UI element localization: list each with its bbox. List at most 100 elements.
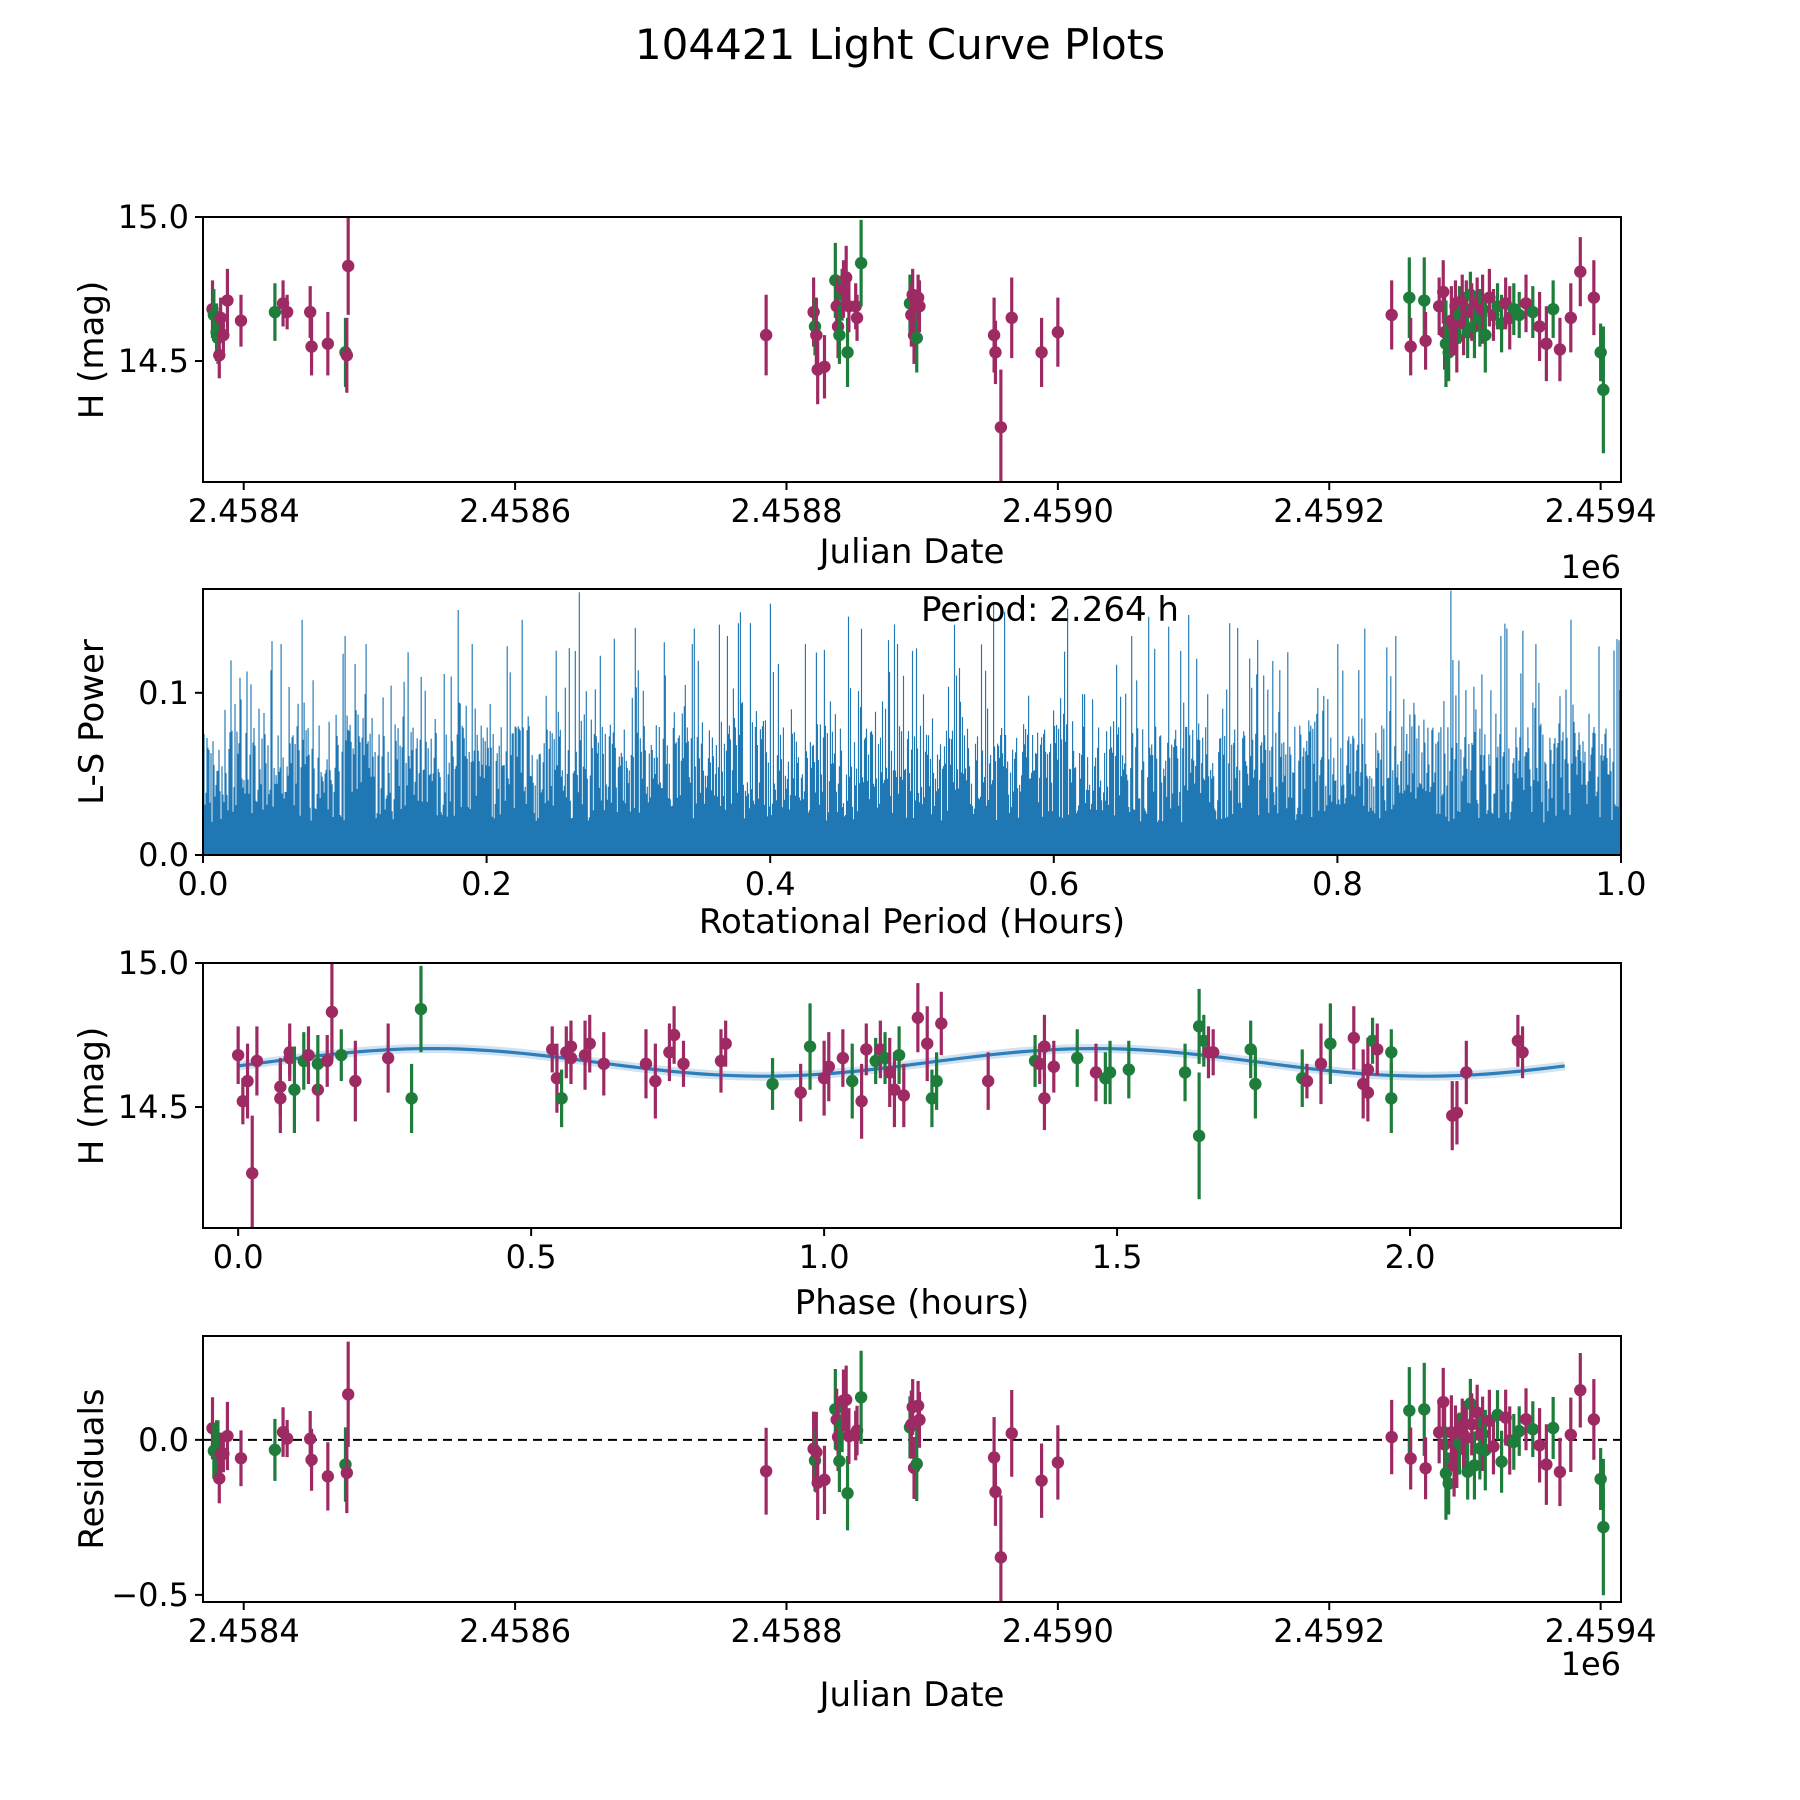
data-point xyxy=(1249,1077,1262,1091)
data-point xyxy=(913,1413,926,1427)
y-tick-label: 0.1 xyxy=(138,674,189,712)
data-point xyxy=(822,1060,835,1073)
x-tick-label: 2.4588 xyxy=(730,1612,842,1650)
data-point xyxy=(1546,302,1560,316)
data-point xyxy=(1385,1046,1398,1059)
x-tick-label: 2.4592 xyxy=(1273,1612,1385,1650)
x-tick-label: 0.6 xyxy=(1028,865,1079,903)
data-point xyxy=(414,1002,428,1016)
data-point xyxy=(1553,1465,1567,1479)
data-point xyxy=(1418,294,1431,307)
data-point xyxy=(1479,328,1492,342)
y-tick-label: 15.0 xyxy=(118,944,189,982)
data-point xyxy=(1526,1422,1539,1436)
data-point xyxy=(803,1040,817,1053)
data-point xyxy=(1594,1472,1607,1486)
data-point xyxy=(274,1080,287,1094)
data-point xyxy=(1051,326,1065,339)
data-point xyxy=(1513,1424,1526,1438)
data-point xyxy=(935,1017,948,1030)
plot-lightcurve_jd: 2.4584 2.4586 2.4588 2.4590 2.4592 2.4594 15.0… xyxy=(118,198,1657,530)
data-point xyxy=(1324,1037,1337,1050)
x-tick-label: 0.5 xyxy=(506,1238,557,1276)
data-point xyxy=(325,1005,339,1019)
data-point xyxy=(855,1095,868,1108)
plot2-ylabel: L-S Power xyxy=(72,639,112,805)
data-point xyxy=(1005,1427,1018,1440)
data-point xyxy=(1371,1043,1384,1056)
y-tick-label: 0.0 xyxy=(138,836,189,874)
data-point xyxy=(305,340,318,353)
axes-spine xyxy=(202,1335,1622,1603)
data-point xyxy=(1437,285,1450,299)
data-point xyxy=(231,1048,245,1062)
data-point xyxy=(910,331,923,345)
data-point xyxy=(766,1077,779,1091)
data-point xyxy=(1450,1106,1464,1119)
data-point xyxy=(1487,1440,1500,1453)
x-tick-label: 2.4586 xyxy=(459,492,571,530)
data-point xyxy=(1460,1066,1473,1079)
y-tick-label: 14.5 xyxy=(118,1088,189,1126)
data-point xyxy=(1418,1403,1431,1416)
data-point xyxy=(1495,1455,1508,1468)
data-point xyxy=(888,1083,901,1096)
data-point xyxy=(1403,1404,1416,1417)
axes-spine xyxy=(202,588,1622,856)
plot-residuals: 2.4584 2.4586 2.4588 2.4590 2.4592 2.4594 0.0 −… xyxy=(111,1335,1657,1650)
x-tick-label: 1.0 xyxy=(799,1238,850,1276)
data-point xyxy=(1597,1520,1610,1534)
data-point xyxy=(321,1054,334,1068)
data-point xyxy=(1300,1074,1314,1088)
data-point xyxy=(311,1057,325,1071)
data-point xyxy=(841,1487,854,1500)
data-point xyxy=(302,1048,315,1062)
data-point xyxy=(268,1443,282,1457)
data-point xyxy=(989,1485,1002,1499)
data-point xyxy=(759,1464,773,1478)
data-point xyxy=(1546,1421,1560,1435)
data-point xyxy=(349,1074,362,1088)
data-point xyxy=(280,305,294,319)
x-tick-label: 2.4586 xyxy=(459,1612,571,1650)
data-point xyxy=(1385,1092,1398,1105)
data-point xyxy=(1419,334,1432,348)
data-point xyxy=(1122,1063,1136,1076)
fit-curve xyxy=(237,1047,1565,1078)
data-point xyxy=(1587,1413,1601,1426)
data-point xyxy=(639,1057,653,1071)
data-point xyxy=(1419,1462,1432,1475)
data-point xyxy=(1035,1474,1048,1487)
data-point xyxy=(303,305,317,319)
data-point xyxy=(234,1452,248,1465)
data-point xyxy=(1594,346,1607,359)
data-point xyxy=(213,1472,226,1485)
data-point xyxy=(833,328,846,342)
data-point xyxy=(910,1457,923,1471)
data-point xyxy=(288,1083,301,1096)
data-point xyxy=(1038,1092,1051,1105)
plot4-xlabel: Julian Date xyxy=(819,1675,1005,1715)
data-point xyxy=(1404,340,1417,353)
x-tick-label: 0.8 xyxy=(1312,865,1363,903)
data-point xyxy=(1574,1384,1587,1397)
data-point xyxy=(839,271,853,284)
data-point xyxy=(381,1051,395,1065)
plot4-axis-offset: 1e6 xyxy=(1560,1645,1621,1683)
data-point xyxy=(1089,1066,1103,1079)
data-point xyxy=(564,1040,578,1053)
figure-title: 104421 Light Curve Plots xyxy=(634,20,1166,69)
data-point xyxy=(989,346,1002,359)
data-point xyxy=(846,1074,859,1088)
data-point xyxy=(1507,1435,1521,1449)
x-tick-label: 2.4588 xyxy=(730,492,842,530)
data-point xyxy=(839,1393,853,1406)
data-point xyxy=(1460,1431,1473,1445)
phased_lightcurve-data xyxy=(231,963,1566,1228)
data-point xyxy=(1516,1046,1529,1059)
y-tick-label: 15.0 xyxy=(118,198,189,236)
data-point xyxy=(321,1470,335,1483)
data-point xyxy=(340,1466,354,1480)
